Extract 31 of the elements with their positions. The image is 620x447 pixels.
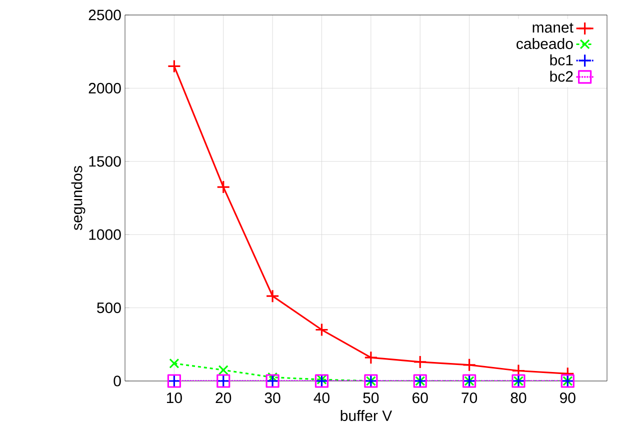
x-tick-label: 80 (510, 392, 526, 404)
y-tick-label: 1000 (89, 229, 121, 240)
point (167, 59, 181, 74)
x-tick-label: 70 (462, 392, 478, 404)
y-tick-label: 2500 (88, 10, 121, 20)
point (266, 289, 280, 303)
legend-label: bc2 (550, 70, 573, 82)
y-tick-label: 2000 (88, 82, 121, 94)
point (364, 350, 378, 364)
point (316, 374, 327, 385)
point (169, 358, 180, 368)
y-tick-label: 0 (114, 376, 121, 386)
legend-label: bc1 (550, 54, 573, 66)
x-tick-label: 90 (560, 392, 576, 404)
legend-label: manet (532, 22, 574, 33)
y-tick-label: 500 (97, 302, 121, 314)
y-axis-title: segundos (71, 166, 86, 230)
x-tick-label: 30 (264, 392, 280, 404)
x-tick-label: 10 (166, 392, 182, 404)
point (216, 180, 230, 194)
point (218, 364, 228, 376)
point (413, 355, 427, 369)
legend-label: cabeado (516, 38, 573, 50)
point (314, 322, 329, 337)
x-tick-label: 40 (314, 392, 330, 404)
x-tick-label: 20 (216, 392, 232, 404)
y-tick-label: 1500 (89, 156, 121, 167)
point (462, 358, 476, 372)
x-tick-label: 60 (412, 392, 428, 404)
x-tick-label: 50 (363, 392, 379, 404)
x-axis-title: buffer V (340, 410, 392, 422)
